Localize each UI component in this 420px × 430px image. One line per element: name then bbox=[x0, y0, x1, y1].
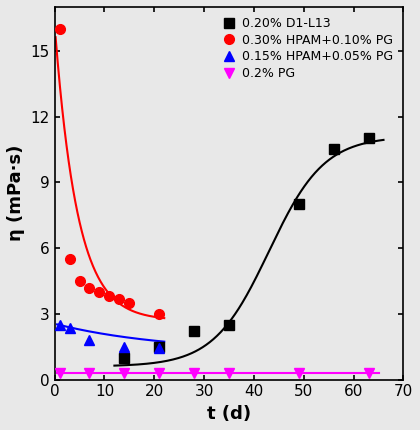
0.20% D1-L13 bbox=[296, 202, 301, 207]
0.30% HPAM+0.10% PG bbox=[57, 26, 62, 31]
0.30% HPAM+0.10% PG bbox=[97, 289, 102, 295]
0.2% PG bbox=[226, 371, 231, 376]
0.2% PG bbox=[87, 371, 92, 376]
0.30% HPAM+0.10% PG bbox=[127, 300, 132, 305]
0.30% HPAM+0.10% PG bbox=[107, 294, 112, 299]
X-axis label: t (d): t (d) bbox=[207, 405, 251, 423]
0.30% HPAM+0.10% PG bbox=[77, 278, 82, 283]
0.20% D1-L13 bbox=[366, 136, 371, 141]
0.15% HPAM+0.05% PG bbox=[87, 338, 92, 343]
Line: 0.15% HPAM+0.05% PG: 0.15% HPAM+0.05% PG bbox=[55, 320, 164, 353]
0.2% PG bbox=[157, 371, 162, 376]
0.20% D1-L13 bbox=[192, 329, 197, 334]
Legend: 0.20% D1-L13, 0.30% HPAM+0.10% PG, 0.15% HPAM+0.05% PG, 0.2% PG: 0.20% D1-L13, 0.30% HPAM+0.10% PG, 0.15%… bbox=[217, 13, 397, 84]
0.2% PG bbox=[57, 371, 62, 376]
0.15% HPAM+0.05% PG bbox=[67, 326, 72, 331]
Line: 0.30% HPAM+0.10% PG: 0.30% HPAM+0.10% PG bbox=[55, 24, 164, 319]
0.15% HPAM+0.05% PG bbox=[157, 345, 162, 350]
0.30% HPAM+0.10% PG bbox=[87, 285, 92, 290]
0.30% HPAM+0.10% PG bbox=[157, 311, 162, 316]
0.30% HPAM+0.10% PG bbox=[117, 296, 122, 301]
0.2% PG bbox=[192, 371, 197, 376]
0.30% HPAM+0.10% PG bbox=[67, 256, 72, 261]
0.20% D1-L13 bbox=[226, 322, 231, 327]
Line: 0.2% PG: 0.2% PG bbox=[55, 368, 373, 378]
0.15% HPAM+0.05% PG bbox=[122, 344, 127, 349]
0.20% D1-L13 bbox=[157, 344, 162, 349]
0.20% D1-L13 bbox=[122, 355, 127, 360]
0.2% PG bbox=[296, 371, 301, 376]
0.2% PG bbox=[122, 371, 127, 376]
Y-axis label: η (mPa·s): η (mPa·s) bbox=[7, 145, 25, 242]
0.20% D1-L13 bbox=[331, 147, 336, 152]
Line: 0.20% D1-L13: 0.20% D1-L13 bbox=[120, 134, 373, 362]
0.15% HPAM+0.05% PG bbox=[57, 322, 62, 327]
0.2% PG bbox=[366, 371, 371, 376]
